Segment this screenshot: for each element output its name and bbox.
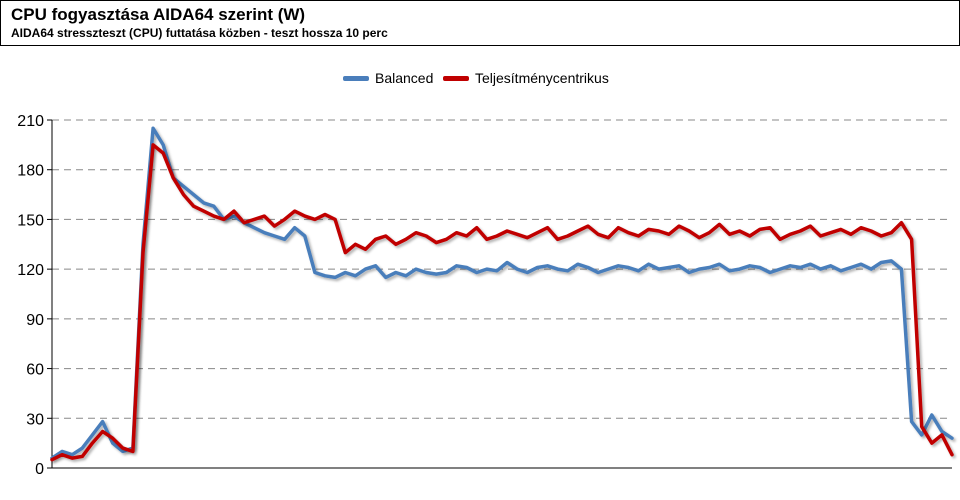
y-tick-label-120: 120 — [17, 262, 44, 279]
y-tick-label-180: 180 — [17, 163, 44, 180]
grid-layer — [52, 119, 952, 419]
series-line-balanced — [50, 126, 954, 460]
legend-item-teljesitmenycentrikus: Teljesítménycentrikus — [443, 68, 609, 88]
y-tick-label-90: 90 — [26, 312, 44, 329]
y-tick-label-30: 30 — [26, 411, 44, 428]
chart-header: CPU fogyasztása AIDA64 szerint (W) AIDA6… — [0, 0, 960, 46]
chart-title: CPU fogyasztása AIDA64 szerint (W) — [11, 5, 306, 24]
legend-swatch-balanced — [343, 75, 369, 81]
legend-label-balanced: Balanced — [375, 70, 434, 86]
legend-item-balanced: Balanced — [343, 68, 433, 88]
series-layer — [50, 126, 954, 462]
chart-subtitle: AIDA64 stresszteszt (CPU) futtatása közb… — [11, 26, 388, 40]
legend-swatch-teljesitmenycentrikus — [443, 75, 469, 81]
y-tick-label-210: 210 — [17, 113, 44, 130]
axis-layer: 0 30 60 90 120 150 180 210 — [17, 113, 952, 478]
chart-legend: Balanced Teljesítménycentrikus — [0, 68, 960, 88]
y-tick-label-0: 0 — [35, 461, 44, 478]
series-line-teljesitmenycentrikus — [50, 143, 954, 462]
y-tick-label-60: 60 — [26, 362, 44, 379]
legend-label-teljesitmenycentrikus: Teljesítménycentrikus — [475, 70, 609, 86]
y-tick-label-150: 150 — [17, 212, 44, 229]
